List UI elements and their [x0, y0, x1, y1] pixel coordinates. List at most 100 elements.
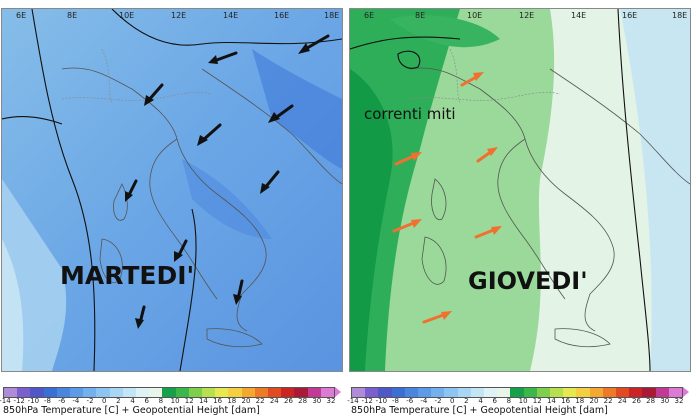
colorbar-swatch: [431, 388, 445, 397]
colorbar-tick-label: 12: [532, 397, 542, 405]
colorbar-tick-label: 2: [464, 397, 469, 405]
colorbar-tick-label: 14: [198, 397, 208, 405]
colorbar-tick-label: 22: [255, 397, 265, 405]
colorbar-tick-label: 12: [184, 397, 194, 405]
wind-arrow: [474, 226, 502, 239]
colorbar-tick-label: -10: [27, 397, 40, 405]
colorbar-swatch: [109, 388, 123, 397]
wind-arrow: [460, 72, 484, 87]
colorbar-tick-label: 18: [227, 397, 237, 405]
colorbar-swatch: [175, 388, 189, 397]
colorbar-swatch: [444, 388, 458, 397]
coastlines: [409, 67, 690, 348]
wind-arrow: [298, 34, 330, 54]
colorbar-swatch: [484, 388, 498, 397]
colorbar-swatch: [418, 388, 432, 397]
colorbar-swatch: [202, 388, 216, 397]
colorbar-tick-label: -4: [420, 397, 428, 405]
wind-arrow: [394, 152, 422, 166]
colorbar-swatch: [17, 388, 31, 397]
map-left-svg: [2, 9, 342, 371]
colorbar-swatch: [281, 388, 295, 397]
temperature-zone-cold-2: [182, 159, 272, 239]
colorbar-swatch: [4, 388, 18, 397]
colorbar-swatch: [391, 388, 405, 397]
lon-label: 12E: [171, 11, 187, 20]
colorbar-swatch: [307, 388, 321, 397]
colorbar-strip: [351, 387, 683, 398]
lon-label: 14E: [571, 11, 587, 20]
colorbar-end-arrow: [335, 387, 341, 397]
colorbar-tick-label: 20: [241, 397, 251, 405]
lon-label: 14E: [223, 11, 239, 20]
colorbar-swatch: [470, 388, 485, 397]
temperature-zone-cold: [252, 49, 342, 169]
annotation-correnti-miti: correnti miti: [364, 105, 456, 123]
wind-arrow: [125, 179, 138, 202]
colorbar-title: 850hPa Temperature [C] + Geopotential He…: [351, 405, 608, 416]
colorbar-tick-label: -14: [347, 397, 359, 405]
colorbar-swatch: [668, 388, 683, 397]
colorbar-swatch: [294, 388, 308, 397]
lon-label: 8E: [415, 11, 426, 20]
geopotential-contours: [2, 9, 342, 371]
wind-arrows: [125, 34, 330, 329]
colorbar-title: 850hPa Temperature [C] + Geopotential He…: [3, 405, 260, 416]
colorbar-swatch: [122, 388, 137, 397]
wind-arrow: [208, 51, 238, 64]
colorbar-swatch: [536, 388, 551, 397]
colorbar-tick-label: 4: [130, 397, 135, 405]
colorbar-end-arrow: [683, 387, 689, 397]
colorbar-tick-label: 2: [116, 397, 121, 405]
wind-arrow: [422, 311, 452, 324]
lon-label: 16E: [274, 11, 290, 20]
colorbar-tick-label: -6: [58, 397, 66, 405]
colorbar-swatch: [550, 388, 564, 397]
colorbar-tick-label: 30: [312, 397, 322, 405]
coastlines: [61, 67, 342, 348]
colorbar-swatch: [378, 388, 392, 397]
colorbar-tick-label: -12: [361, 397, 373, 405]
colorbar-tick-label: 32: [674, 397, 684, 405]
colorbar-ticks: -14 -12 -10 -8 -6 -4 -2 0 2 4 6 8 10 12 14 16 18 20 22 24 26…: [0, 397, 337, 407]
wind-arrow: [268, 104, 294, 123]
colorbar-swatch: [96, 388, 110, 397]
colorbar-swatch: [254, 388, 269, 397]
wind-arrow: [476, 147, 498, 163]
colorbar-tick-label: 18: [575, 397, 585, 405]
colorbar-tick-label: 26: [632, 397, 641, 405]
colorbar-swatch: [215, 388, 229, 397]
colorbar-right: -14 -12 -10 -8 -6 -4 -2 0 2 4 6 8 10 12 14 16 18 20 22 24 26…: [347, 373, 689, 418]
temperature-zone-warmest: [350, 69, 393, 371]
lon-label: 18E: [672, 11, 688, 20]
borders: [61, 48, 213, 105]
colorbar-swatch: [510, 388, 524, 397]
colorbar-tick-label: 28: [646, 397, 656, 405]
temperature-zone-mildest: [2, 239, 24, 371]
colorbar-swatch: [162, 388, 176, 397]
colorbar-swatch: [642, 388, 656, 397]
colorbar-swatch: [352, 388, 366, 397]
colorbar-swatch: [655, 388, 669, 397]
wind-arrow: [392, 219, 422, 233]
colorbar-tick-label: -8: [392, 397, 400, 405]
lon-label: 10E: [467, 11, 483, 20]
colorbar-tick-label: -4: [72, 397, 80, 405]
colorbar-tick-label: 16: [213, 397, 223, 405]
colorbar-ticks: -14 -12 -10 -8 -6 -4 -2 0 2 4 6 8 10 12 14 16 18 20 22 24 26…: [347, 397, 685, 407]
colorbar-tick-label: 8: [158, 397, 164, 405]
wind-arrow: [260, 170, 280, 194]
map-right-svg: [350, 9, 690, 371]
colorbar-swatch: [241, 388, 255, 397]
colorbar-tick-label: 26: [284, 397, 293, 405]
colorbar-swatch: [136, 388, 150, 397]
colorbar-tick-label: 6: [144, 397, 149, 405]
colorbar-left: -14 -12 -10 -8 -6 -4 -2 0 2 4 6 8 10 12 14 16 18 20 22 24 26…: [0, 373, 341, 418]
colorbar-swatch: [563, 388, 577, 397]
lon-label: 18E: [324, 11, 340, 20]
colorbar-swatch: [56, 388, 71, 397]
colorbar-swatch: [188, 388, 203, 397]
day-label-tuesday: MARTEDI': [60, 261, 195, 290]
colorbar-swatch: [43, 388, 57, 397]
colorbar-tick-label: 0: [449, 397, 455, 405]
